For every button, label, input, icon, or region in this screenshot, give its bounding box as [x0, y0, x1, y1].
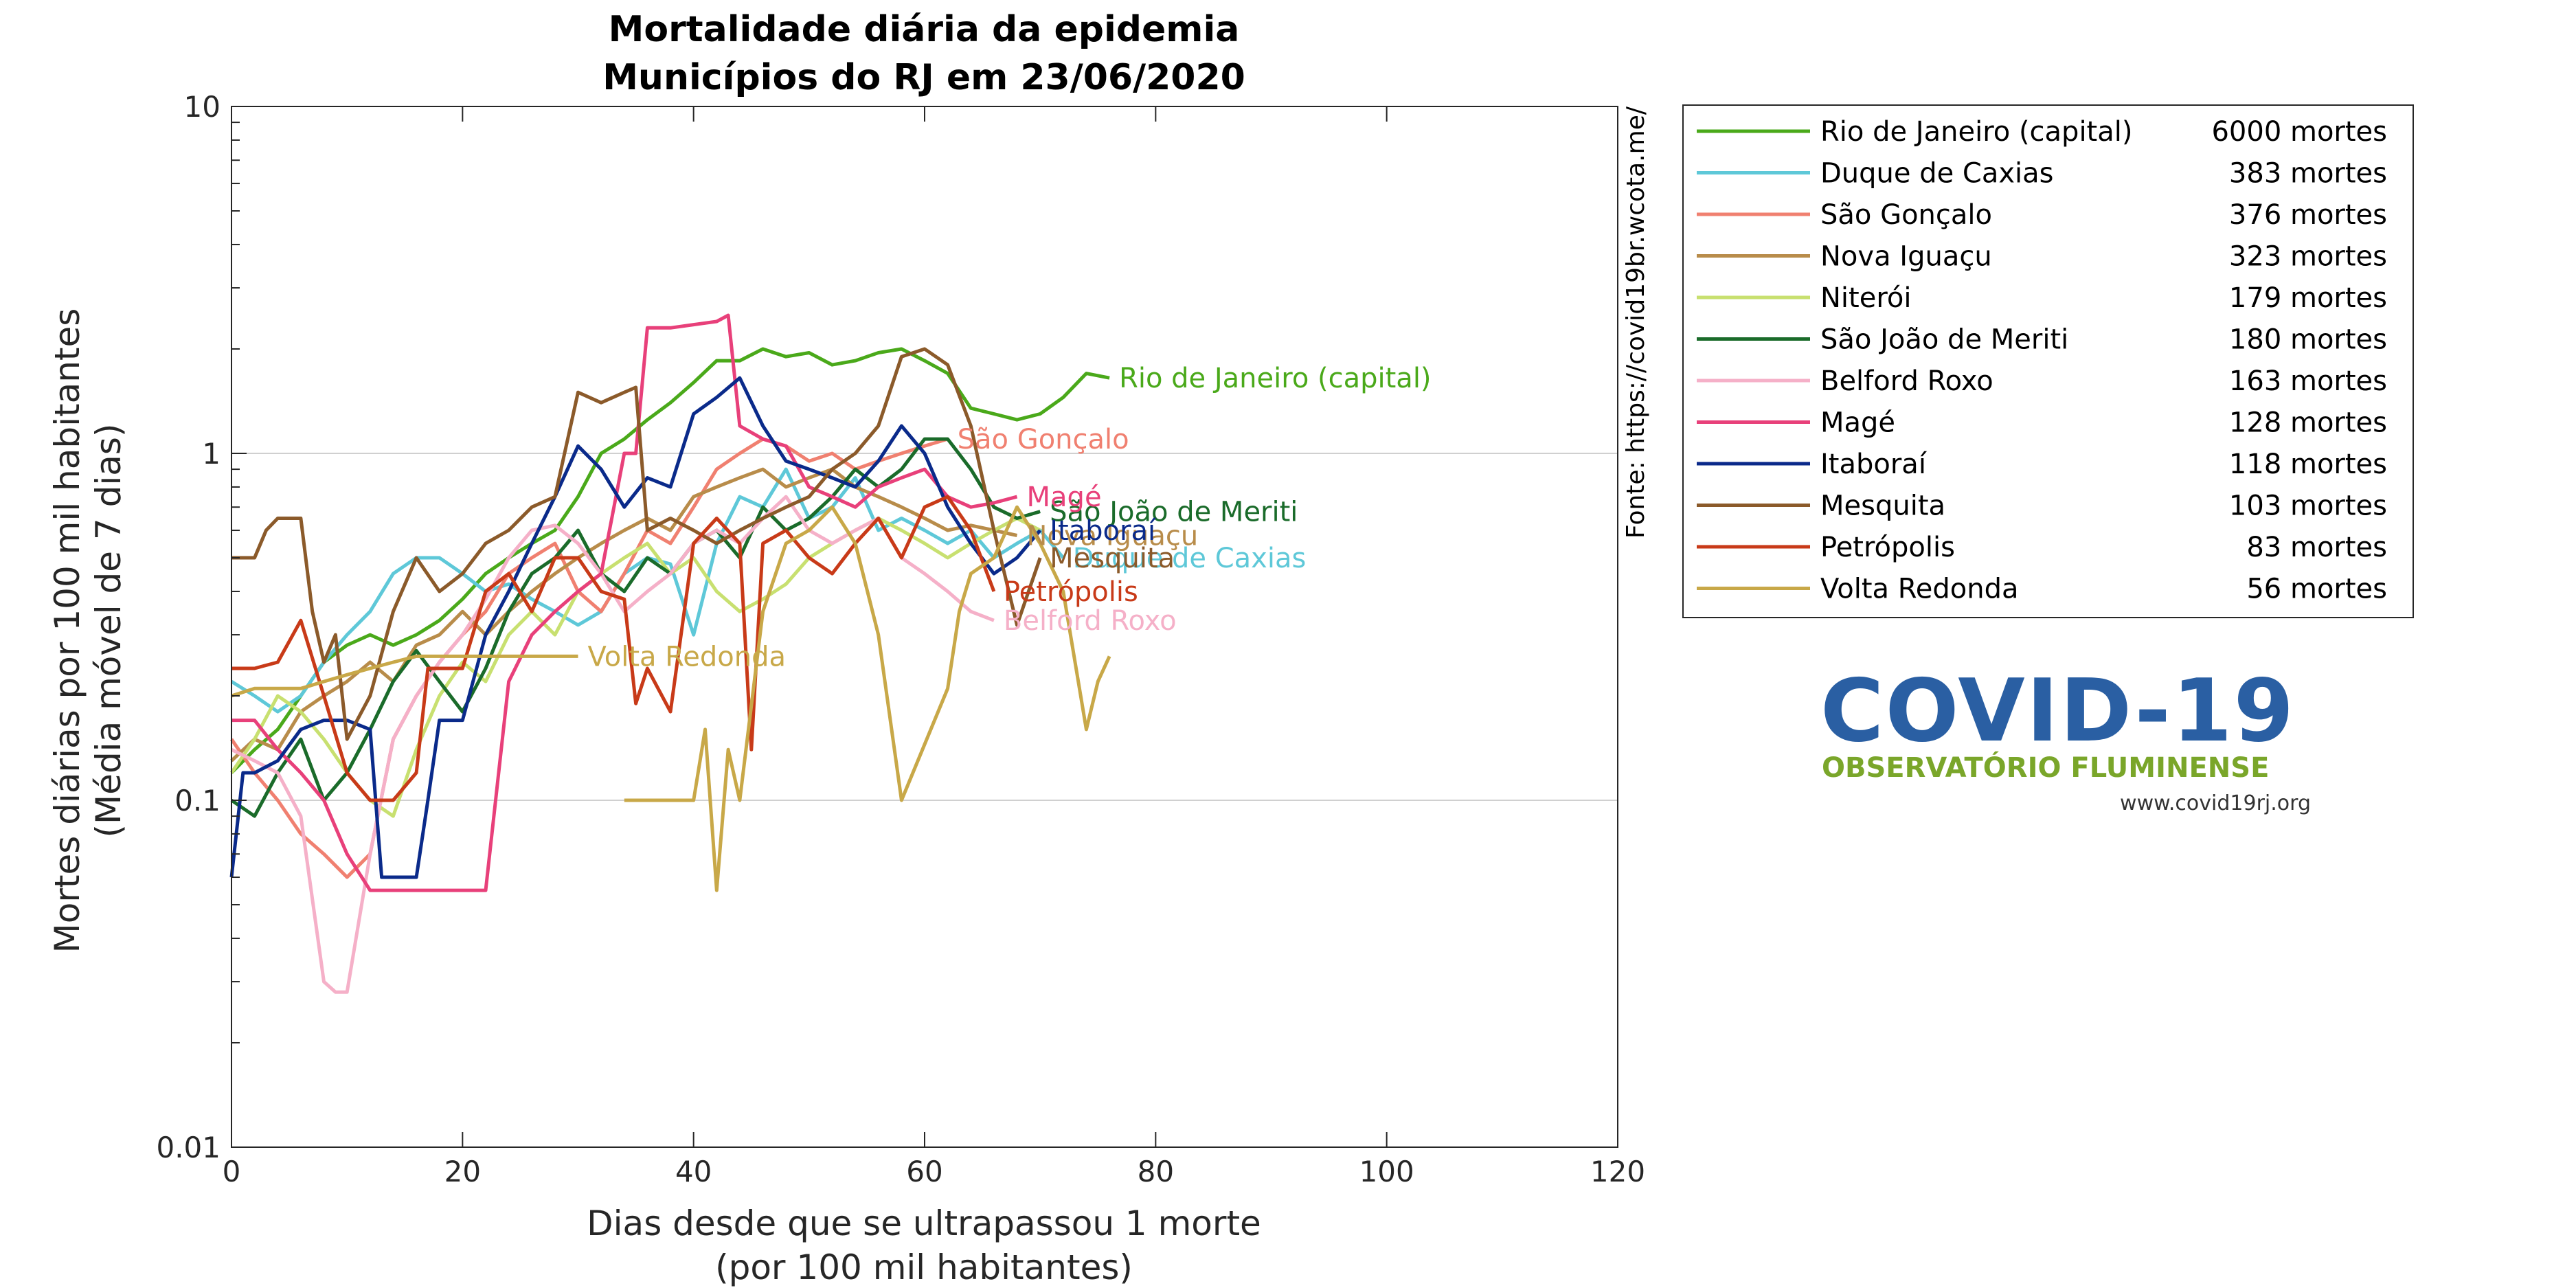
chart-subtitle: Municípios do RJ em 23/06/2020 — [602, 57, 1245, 98]
series-label-6: Belford Roxo — [1004, 605, 1177, 637]
chart-title: Mortalidade diária da epidemia — [609, 9, 1240, 50]
legend-deaths-11: 56 mortes — [2246, 574, 2387, 605]
y-axis-label-2: (Média móvel de 7 dias) — [89, 424, 128, 838]
legend-deaths-9: 103 mortes — [2229, 490, 2387, 522]
legend-deaths-10: 83 mortes — [2246, 532, 2387, 563]
legend: Rio de Janeiro (capital) 6000 mortes Duque… — [1682, 104, 2414, 618]
legend-name-8: Itaboraí — [1820, 449, 1928, 480]
legend-deaths-3: 323 mortes — [2229, 241, 2387, 273]
logo-url: www.covid19rj.org — [2120, 791, 2311, 815]
series-line-7 — [231, 313, 1018, 892]
legend-name-4: Niterói — [1820, 282, 1911, 314]
legend-name-7: Magé — [1820, 407, 1895, 439]
y-tick-label-0: 0.01 — [156, 1131, 221, 1164]
series-line-2 — [229, 437, 949, 879]
series-label-9: Mesquita — [1050, 543, 1175, 574]
y-tick-label-2: 1 — [202, 437, 221, 471]
legend-deaths-7: 128 mortes — [2229, 407, 2387, 439]
legend-name-10: Petrópolis — [1820, 532, 1955, 563]
legend-deaths-1: 383 mortes — [2229, 158, 2387, 190]
logo-title: COVID-19 — [1820, 660, 2296, 761]
series-line-5 — [230, 437, 1041, 818]
legend-deaths-0: 6000 mortes — [2211, 116, 2387, 148]
logo-subtitle: OBSERVATÓRIO FLUMINENSE — [1822, 752, 2270, 784]
legend-name-5: São João de Meriti — [1820, 324, 2068, 356]
series-label-8: Itaboraí — [1050, 515, 1157, 547]
legend-deaths-4: 179 mortes — [2229, 282, 2387, 314]
covid-logo: COVID-19 OBSERVATÓRIO FLUMINENSE www.cov… — [1820, 666, 2315, 824]
legend-deaths-2: 376 mortes — [2229, 199, 2387, 231]
legend-deaths-5: 180 mortes — [2229, 324, 2387, 356]
legend-name-11: Volta Redonda — [1820, 574, 2018, 605]
source-note: Fonte: https://covid19br.wcota.me/ — [1622, 106, 1650, 539]
series-label-3: Nova Iguaçu — [1027, 520, 1199, 552]
legend-deaths-8: 118 mortes — [2229, 449, 2387, 480]
x-tick-label-5: 100 — [1359, 1155, 1414, 1188]
series-label-10: Petrópolis — [1004, 576, 1138, 608]
legend-name-0: Rio de Janeiro (capital) — [1820, 116, 2132, 148]
series-label-5: São João de Meriti — [1050, 497, 1298, 528]
legend-box — [1682, 104, 2414, 618]
x-tick-label-1: 20 — [444, 1155, 481, 1188]
y-tick-label-1: 0.1 — [174, 784, 221, 817]
legend-name-3: Nova Iguaçu — [1820, 241, 1992, 273]
series-line-11 — [231, 654, 578, 698]
plot-frame — [231, 106, 1618, 1148]
x-tick-label-0: 0 — [223, 1155, 241, 1188]
y-axis-label: Mortes diárias por 100 mil habitantes — [47, 308, 87, 953]
series-lines — [229, 313, 1111, 994]
x-tick-label-6: 120 — [1590, 1155, 1645, 1188]
series-label-11: Volta Redonda — [588, 641, 786, 673]
series-label-0: Rio de Janeiro (capital) — [1119, 363, 1431, 394]
series-labels: Rio de Janeiro (capital) Duque de Caxias S… — [588, 363, 1432, 673]
series-line-3 — [230, 467, 1018, 762]
series-label-7: Magé — [1027, 482, 1102, 513]
series-line-6 — [230, 495, 995, 994]
legend-name-1: Duque de Caxias — [1820, 158, 2054, 190]
series-label-2: São Gonçalo — [958, 424, 1129, 455]
series-line-12 — [624, 505, 1111, 892]
x-axis-label: Dias desde que se ultrapassou 1 morte — [587, 1204, 1261, 1243]
legend-name-6: Belford Roxo — [1820, 365, 1993, 397]
series-line-9 — [231, 347, 1042, 741]
axes: 0 20 40 60 80 100 120 0.01 0.1 1 10 — [156, 90, 1645, 1188]
x-tick-label-2: 40 — [675, 1155, 712, 1188]
x-tick-label-4: 80 — [1138, 1155, 1174, 1188]
legend-deaths-6: 163 mortes — [2229, 365, 2387, 397]
series-line-0 — [230, 347, 1110, 774]
x-tick-label-3: 60 — [906, 1155, 942, 1188]
y-tick-label-3: 10 — [184, 90, 221, 124]
legend-name-9: Mesquita — [1820, 490, 1945, 522]
legend-name-2: São Gonçalo — [1820, 199, 1992, 231]
series-label-1: Duque de Caxias — [1073, 543, 1307, 574]
x-axis-label-2: (por 100 mil habitantes) — [715, 1247, 1133, 1287]
